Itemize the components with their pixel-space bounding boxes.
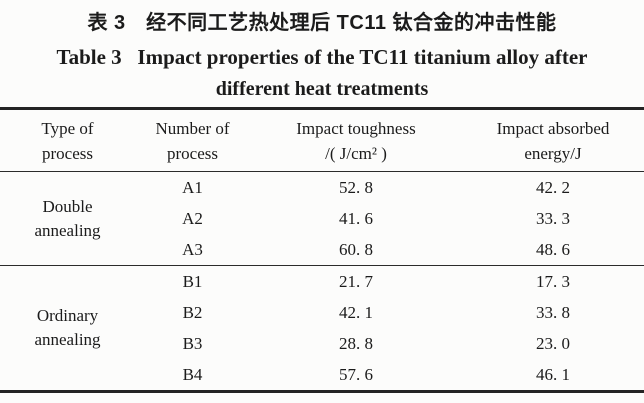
cell-impact-toughness: 57. 6 [339, 365, 373, 384]
impact-properties-table: Type of process Number of process Impact… [0, 107, 644, 393]
cell-impact-energy: 46. 1 [536, 365, 570, 384]
header-line: /( J/cm² ) [325, 144, 387, 163]
cell-process-number: A1 [182, 178, 203, 197]
cell-process-number: A3 [182, 240, 203, 259]
cell-impact-toughness: 41. 6 [339, 209, 373, 228]
cell-impact-energy: 33. 3 [536, 209, 570, 228]
table-row: A2 41. 6 33. 3 [0, 203, 644, 234]
table-caption-en-line2: different heat treatments [215, 78, 429, 100]
group-label-double-annealing: Double annealing [0, 172, 135, 266]
group-label-text: Ordinary annealing [34, 306, 101, 349]
cell-process-number: B2 [182, 303, 203, 322]
col-header-impact-toughness: Impact toughness /( J/cm² ) [250, 108, 462, 172]
header-line: process [167, 144, 218, 163]
cell-process-number: B3 [182, 334, 203, 353]
header-line: Number of [155, 119, 230, 138]
cell-impact-toughness: 28. 8 [339, 334, 373, 353]
table-row: B2 42. 1 33. 8 [0, 297, 644, 328]
header-line: Impact toughness [296, 119, 416, 138]
table-row: B3 28. 8 23. 0 [0, 328, 644, 359]
cell-impact-energy: 48. 6 [536, 240, 570, 259]
cell-impact-energy: 23. 0 [536, 334, 570, 353]
cell-impact-toughness: 60. 8 [339, 240, 373, 259]
cell-impact-toughness: 42. 1 [339, 303, 373, 322]
cell-impact-energy: 33. 8 [536, 303, 570, 322]
header-row: Type of process Number of process Impact… [0, 108, 644, 172]
table-row: Ordinary annealing B1 21. 7 17. 3 [0, 265, 644, 392]
col-header-type-of-process: Type of process [0, 108, 135, 172]
header-line: energy/J [524, 144, 582, 163]
col-header-impact-absorbed-energy: Impact absorbed energy/J [462, 108, 644, 172]
table-caption-zh: 表 3 经不同工艺热处理后 TC11 钛合金的冲击性能 [87, 12, 557, 34]
cell-impact-energy: 42. 2 [536, 178, 570, 197]
table-row: B4 57. 6 46. 1 [0, 359, 644, 392]
header-line: process [42, 144, 93, 163]
cell-impact-toughness: 52. 8 [339, 178, 373, 197]
group-label-text: Double annealing [34, 196, 101, 240]
cell-impact-energy: 17. 3 [462, 265, 644, 297]
cell-impact-toughness: 21. 7 [250, 265, 462, 297]
header-line: Type of [41, 119, 94, 138]
table-row: A3 60. 8 48. 6 [0, 234, 644, 266]
col-header-number-of-process: Number of process [135, 108, 250, 172]
table-row: Double annealing A1 52. 8 42. 2 [0, 172, 644, 240]
group-label-ordinary-annealing: Ordinary annealing [0, 265, 135, 392]
cell-process-number: A2 [182, 209, 203, 228]
cell-process-number: B4 [182, 365, 203, 384]
cell-process-number: B1 [135, 265, 250, 297]
header-line: Impact absorbed [496, 119, 610, 138]
table-caption-en-line1: Table 3 Impact properties of the TC11 ti… [56, 45, 588, 69]
